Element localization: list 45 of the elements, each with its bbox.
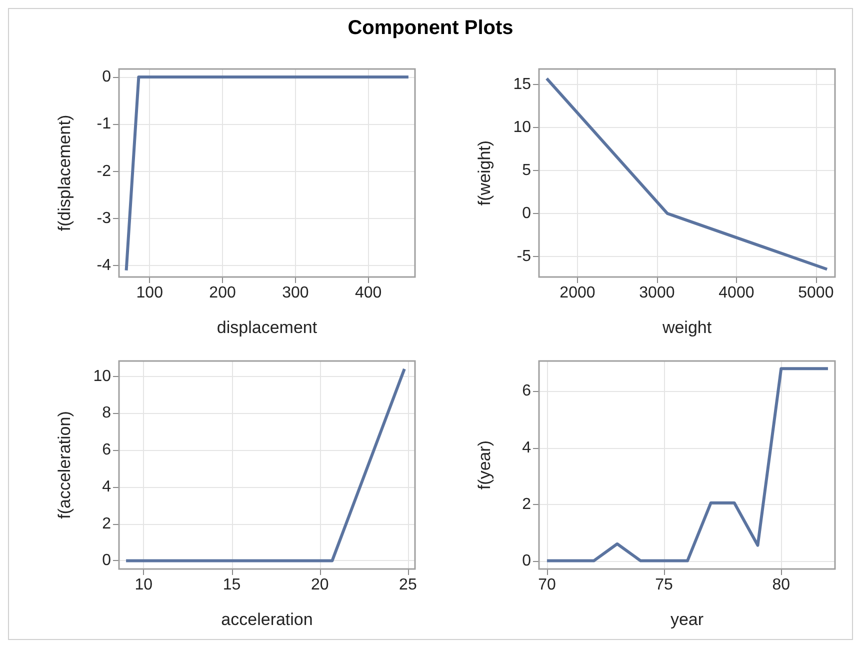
x-tick-label: 200	[209, 284, 236, 302]
line-series	[545, 367, 830, 562]
x-tick-label: 80	[772, 576, 790, 594]
y-tick-label: 15	[513, 76, 532, 93]
x-tick-label: 10	[134, 576, 153, 594]
y-tick-label: 10	[513, 118, 532, 136]
y-tick-label: 2	[102, 515, 112, 532]
x-tick-label: 300	[282, 284, 309, 302]
y-axis-title: f(weight)	[475, 140, 494, 206]
x-tick-label: 20	[310, 576, 329, 594]
x-tick-label: 70	[538, 576, 556, 594]
y-tick-label: 0	[102, 552, 112, 570]
y-tick-label: -2	[96, 162, 112, 180]
y-tick-label: 0	[522, 552, 532, 570]
y-tick-label: 8	[102, 404, 112, 422]
y-tick-label: 0	[522, 204, 532, 222]
x-tick-label: 5000	[798, 284, 834, 302]
chart-title: Component Plots	[346, 16, 514, 41]
x-axis-title: year	[670, 610, 704, 629]
y-axis-title: f(displacement)	[55, 114, 74, 232]
y-axis-title: f(acceleration)	[55, 411, 74, 519]
x-tick-label: 3000	[639, 284, 675, 302]
x-tick-label: 100	[136, 284, 164, 302]
y-tick-label: 10	[93, 368, 112, 385]
y-axis-title: f(year)	[475, 440, 494, 490]
y-tick-label: -5	[516, 248, 532, 265]
x-tick-label: 4000	[718, 284, 754, 302]
x-tick-label: 15	[222, 576, 241, 594]
y-tick-label: -1	[96, 116, 112, 133]
x-tick-label: 2000	[560, 284, 596, 302]
y-tick-label: -3	[96, 210, 112, 228]
x-tick-label: 75	[655, 576, 674, 594]
y-tick-label: -4	[96, 257, 112, 274]
y-tick-label: 2	[522, 496, 532, 513]
y-tick-label: 4	[522, 439, 532, 456]
x-axis-title: displacement	[216, 318, 318, 337]
y-tick-label: 4	[102, 478, 112, 496]
y-tick-label: 6	[102, 442, 112, 459]
y-tick-label: 0	[102, 68, 112, 86]
x-axis-title: acceleration	[221, 610, 313, 629]
y-tick-label: 5	[522, 162, 532, 179]
x-axis-title: weight	[661, 318, 712, 337]
x-tick-label: 25	[399, 576, 417, 594]
y-tick-label: 6	[522, 382, 532, 400]
x-tick-label: 400	[354, 284, 382, 302]
